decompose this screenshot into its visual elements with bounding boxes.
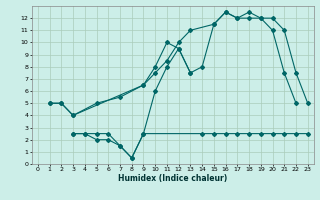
X-axis label: Humidex (Indice chaleur): Humidex (Indice chaleur) — [118, 174, 228, 183]
